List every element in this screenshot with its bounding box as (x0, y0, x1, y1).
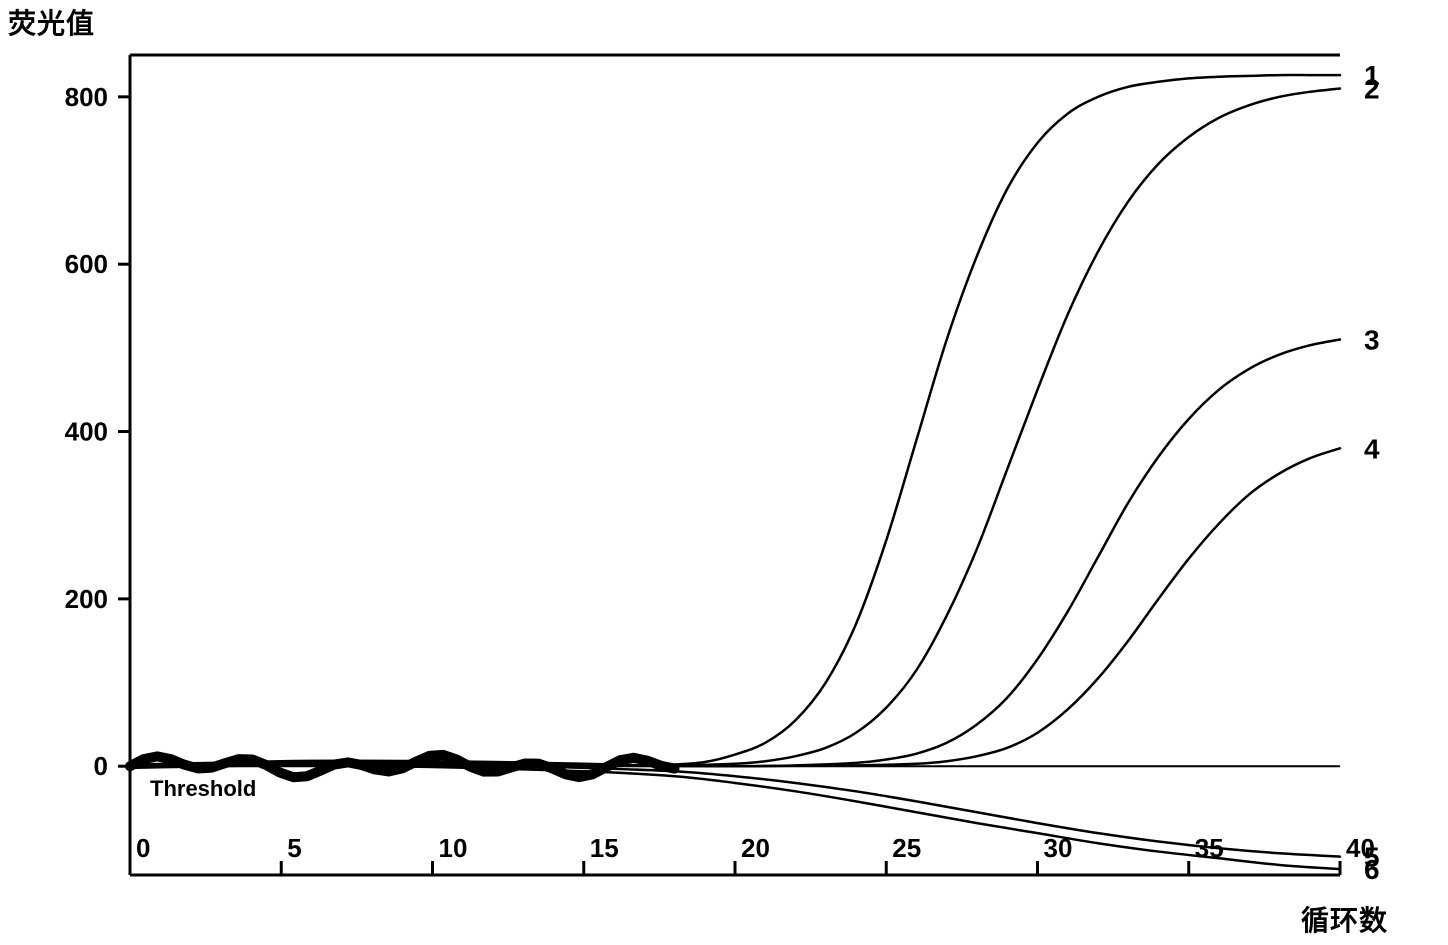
x-tick-label: 0 (136, 833, 150, 863)
x-tick-label: 10 (439, 833, 468, 863)
pcr-amplification-chart: 荧光值 循环数 02004006008000510152025303540Thr… (0, 0, 1448, 945)
y-tick-label: 400 (65, 417, 108, 447)
series-label-4: 4 (1364, 433, 1380, 464)
y-tick-label: 600 (65, 249, 108, 279)
y-tick-label: 0 (94, 751, 108, 781)
y-tick-label: 200 (65, 584, 108, 614)
series-label-6: 6 (1364, 854, 1380, 885)
x-tick-label: 5 (287, 833, 301, 863)
series-curve-1 (130, 75, 1340, 766)
series-curve-3 (130, 339, 1340, 766)
x-tick-label: 25 (892, 833, 921, 863)
series-label-2: 2 (1364, 73, 1380, 104)
threshold-label: Threshold (150, 776, 256, 801)
series-curve-4 (130, 448, 1340, 766)
x-axis-label: 循环数 (1301, 899, 1388, 939)
series-curve-2 (130, 88, 1340, 766)
chart-svg: 02004006008000510152025303540Threshold12… (0, 0, 1448, 945)
x-tick-label: 20 (741, 833, 770, 863)
series-curve-6 (130, 765, 1340, 869)
x-tick-label: 15 (590, 833, 619, 863)
series-label-3: 3 (1364, 324, 1380, 355)
y-tick-label: 800 (65, 82, 108, 112)
y-axis-label: 荧光值 (8, 2, 95, 42)
